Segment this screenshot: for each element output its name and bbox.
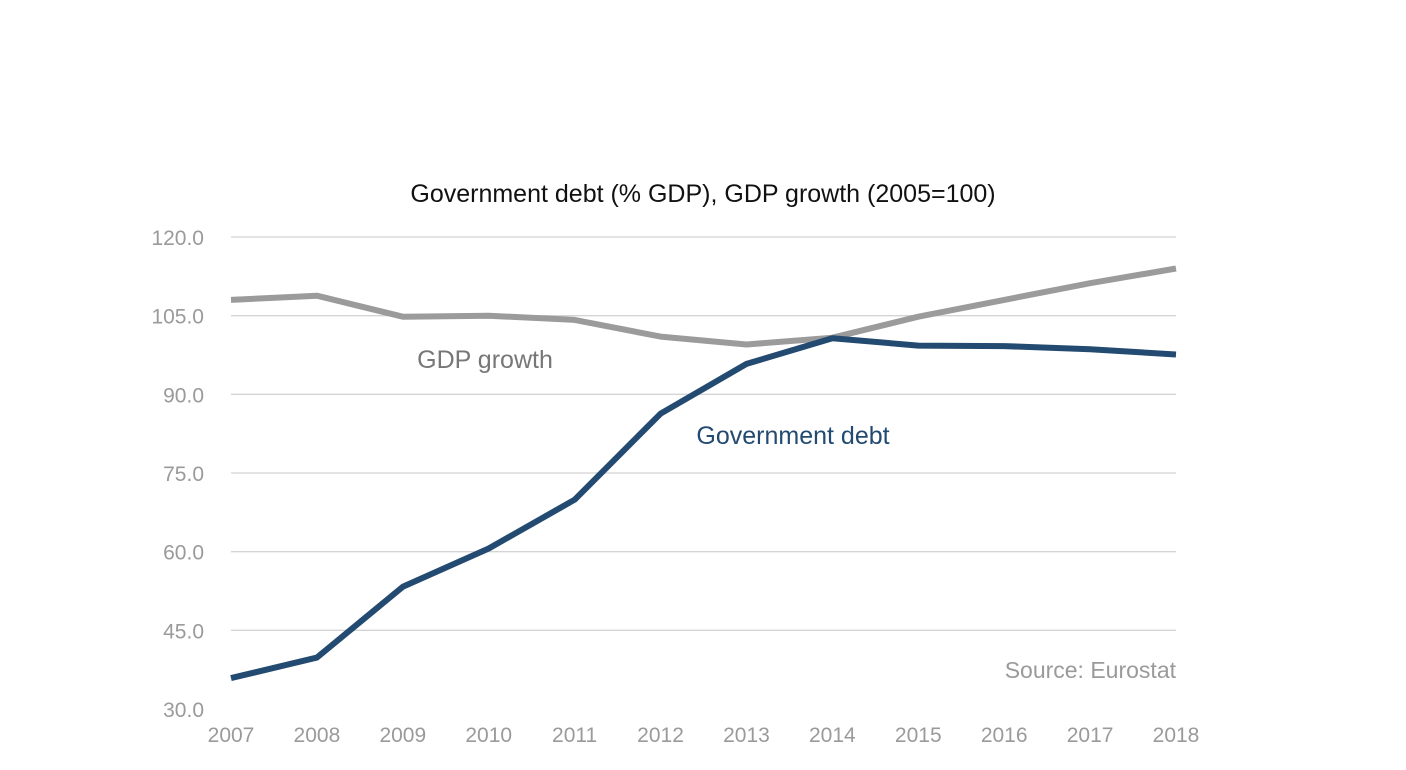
y-tick-label: 60.0 <box>163 542 204 565</box>
y-axis-ticks: 30.0 45.0 60.0 75.0 90.0 105.0 120.0 <box>151 227 204 722</box>
x-tick-label: 2017 <box>1067 724 1114 747</box>
chart-title: Government debt (% GDP), GDP growth (200… <box>410 180 995 208</box>
y-tick-label: 45.0 <box>163 620 204 643</box>
x-tick-label: 2014 <box>809 724 856 747</box>
series-label-government-debt: Government debt <box>696 422 889 450</box>
source-annotation: Source: Eurostat <box>1005 657 1177 683</box>
y-tick-label: 75.0 <box>163 463 204 486</box>
x-tick-label: 2018 <box>1153 724 1200 747</box>
y-tick-label: 30.0 <box>163 699 204 722</box>
x-axis-ticks: 2007 2008 2009 2010 2011 2012 2013 2014 2015 2016… <box>208 724 1200 747</box>
x-tick-label: 2011 <box>552 724 597 747</box>
series-line-gdp-growth <box>230 265 1177 348</box>
x-tick-label: 2012 <box>637 724 684 747</box>
series-label-gdp-growth: GDP growth <box>417 346 553 374</box>
series-lines <box>230 265 1177 682</box>
x-tick-label: 2009 <box>379 724 426 747</box>
series-line-government-debt <box>230 335 1177 682</box>
x-tick-label: 2015 <box>895 724 942 747</box>
x-tick-label: 2008 <box>294 724 341 747</box>
y-tick-label: 120.0 <box>151 227 204 250</box>
y-tick-label: 90.0 <box>163 384 204 407</box>
x-tick-label: 2010 <box>465 724 512 747</box>
y-tick-label: 105.0 <box>151 306 204 329</box>
x-tick-label: 2016 <box>981 724 1028 747</box>
x-tick-label: 2007 <box>208 724 255 747</box>
x-tick-label: 2013 <box>723 724 770 747</box>
